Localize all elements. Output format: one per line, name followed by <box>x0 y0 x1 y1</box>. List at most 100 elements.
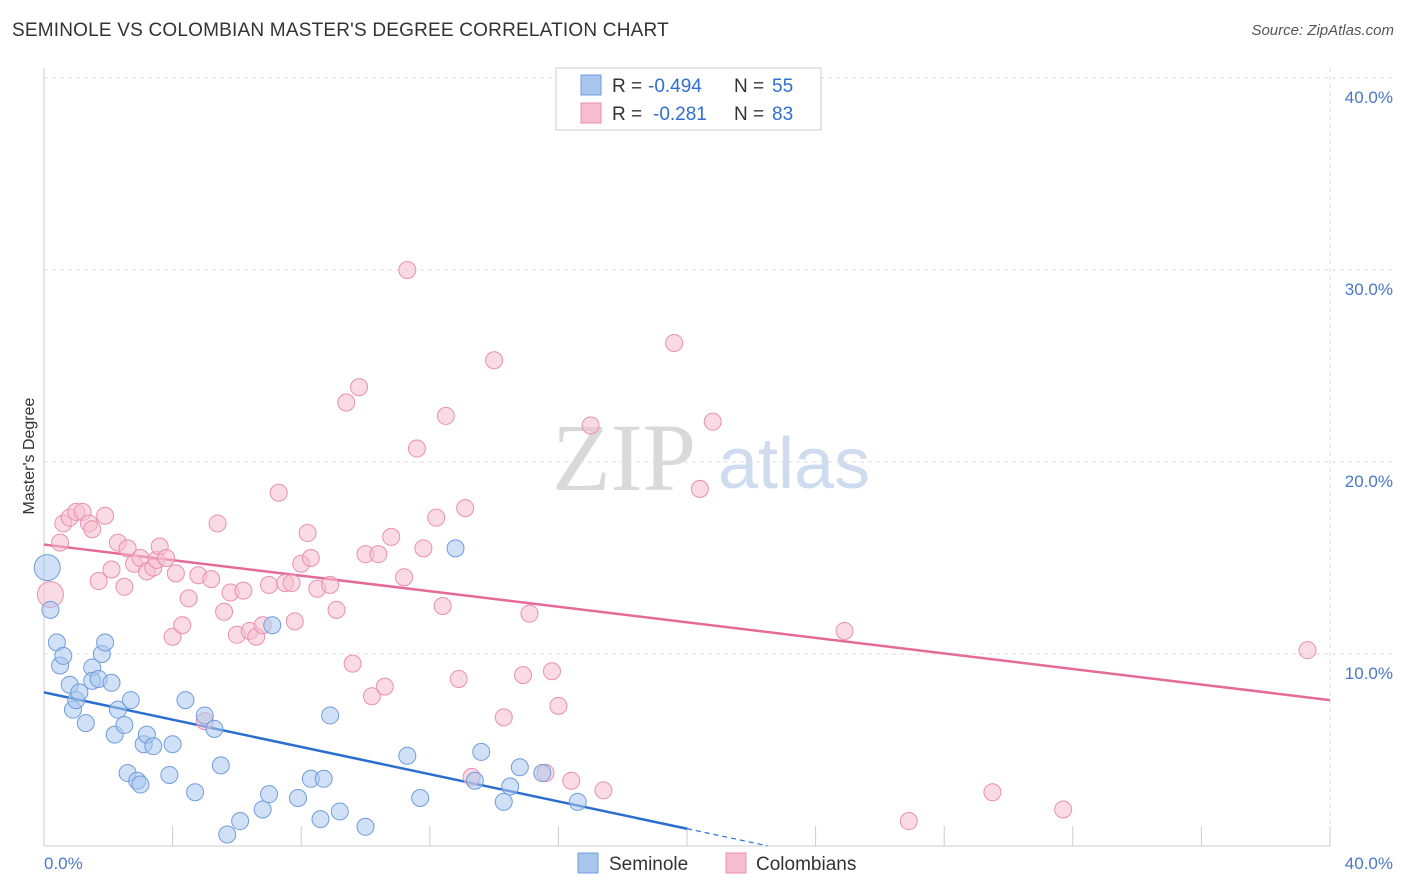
bottom-legend-seminole: Seminole <box>609 854 688 875</box>
seminole-point-31 <box>205 719 224 738</box>
seminole-point-52 <box>510 758 529 777</box>
colombians-point-29 <box>215 602 234 621</box>
seminole-point-9 <box>76 714 95 733</box>
seminole-point-20 <box>121 691 140 710</box>
trendline-colombians <box>43 543 1331 702</box>
seminole-point-28 <box>176 691 195 710</box>
colombians-point-63 <box>456 499 475 518</box>
seminole-point-54 <box>568 792 587 811</box>
legend-n-value-seminole: 55 <box>772 76 793 97</box>
seminole-point-51 <box>501 777 520 796</box>
seminole-point-50 <box>494 792 513 811</box>
legend-n-value-colombians: 83 <box>772 104 793 125</box>
legend-n-label-seminole: N = <box>734 76 764 97</box>
colombians-point-56 <box>398 261 417 279</box>
colombians-point-79 <box>899 812 918 831</box>
colombians-point-49 <box>350 378 369 397</box>
colombians-point-77 <box>703 412 722 431</box>
colombians-point-9 <box>96 506 115 525</box>
seminole-point-22 <box>131 775 150 794</box>
watermark-zip: ZIP <box>552 404 696 511</box>
colombians-point-48 <box>343 654 362 673</box>
colombians-point-12 <box>115 577 134 596</box>
colombians-point-39 <box>282 573 301 592</box>
seminole-point-48 <box>465 771 484 790</box>
seminole-point-29 <box>186 783 205 802</box>
source-label: Source: ZipAtlas.com <box>1251 22 1394 39</box>
colombians-point-28 <box>208 514 227 533</box>
seminole-point-25 <box>144 737 163 756</box>
bottom-legend-swatch-colombians <box>725 852 747 874</box>
seminole-point-35 <box>253 800 272 819</box>
seminole-point-14 <box>96 633 115 652</box>
colombians-point-74 <box>594 781 613 800</box>
colombians-point-65 <box>485 351 504 370</box>
x-tick-label-min: 0.0% <box>44 854 83 873</box>
colombians-point-23 <box>173 616 192 635</box>
colombians-point-58 <box>414 539 433 558</box>
seminole-point-53 <box>533 764 552 783</box>
colombians-point-40 <box>285 612 304 631</box>
series-colombians-points <box>36 261 1317 831</box>
seminole-point-34 <box>231 812 250 831</box>
colombians-point-27 <box>202 570 221 589</box>
colombians-point-42 <box>298 524 317 543</box>
seminole-point-40 <box>311 810 330 829</box>
colombians-point-59 <box>427 508 446 527</box>
seminole-point-41 <box>314 769 333 788</box>
colombians-point-60 <box>433 597 452 615</box>
legend-swatch-colombians <box>580 102 602 124</box>
colombians-point-22 <box>166 564 185 583</box>
colombians-point-51 <box>362 687 381 706</box>
bottom-legend-swatch-seminole <box>577 852 599 874</box>
colombians-point-72 <box>562 771 581 790</box>
seminole-point-49 <box>472 742 491 761</box>
legend-r-label-seminole: R = <box>612 76 642 97</box>
colombians-point-21 <box>163 627 182 646</box>
colombians-point-36 <box>260 575 279 594</box>
colombians-point-53 <box>375 677 394 696</box>
seminole-point-8 <box>70 683 89 702</box>
seminole-point-42 <box>321 706 340 725</box>
y-tick-label-40: 40.0% <box>1345 88 1393 107</box>
colombians-point-62 <box>449 669 468 688</box>
tick-labels: 10.0% 20.0% 30.0% 40.0% 0.0% 40.0% <box>44 88 1393 873</box>
seminole-point-45 <box>398 746 417 765</box>
seminole-point-47 <box>446 539 465 558</box>
colombians-point-43 <box>301 549 320 567</box>
legend-n-label-colombians: N = <box>734 104 764 125</box>
gridlines <box>44 68 1392 846</box>
seminole-point-43 <box>330 802 349 821</box>
colombians-point-73 <box>581 416 600 435</box>
watermark-atlas: atlas <box>718 424 870 504</box>
colombians-point-45 <box>321 575 340 594</box>
seminole-point-32 <box>211 756 230 775</box>
trendline-seminole-extension <box>686 828 768 847</box>
seminole-point-30 <box>195 706 214 725</box>
colombians-point-47 <box>337 393 356 412</box>
colombians-point-80 <box>983 783 1002 802</box>
colombians-point-61 <box>436 406 455 425</box>
colombians-point-8 <box>89 572 108 591</box>
colombians-point-37 <box>269 483 288 502</box>
legend-r-value-seminole: -0.494 <box>648 76 702 97</box>
seminole-point-17 <box>108 700 127 719</box>
colombians-point-68 <box>520 604 539 623</box>
colombians-point-82 <box>1298 641 1317 660</box>
colombians-point-67 <box>514 666 533 685</box>
seminole-point-46 <box>411 789 430 807</box>
seminole-point-38 <box>288 789 307 807</box>
colombians-point-32 <box>234 581 253 600</box>
seminole-point-44 <box>356 817 375 836</box>
colombians-point-1 <box>51 533 70 552</box>
chart-title: SEMINOLE VS COLOMBIAN MASTER'S DEGREE CO… <box>12 20 669 41</box>
colombians-point-76 <box>690 479 709 498</box>
colombians-point-10 <box>102 560 121 579</box>
series-seminole-points <box>33 539 587 844</box>
y-tick-label-30: 30.0% <box>1345 280 1393 299</box>
y-tick-label-10: 10.0% <box>1345 664 1393 683</box>
legend-r-label-colombians: R = <box>612 104 642 125</box>
axes <box>43 68 1331 847</box>
colombians-point-52 <box>369 545 388 564</box>
colombians-point-20 <box>157 549 176 567</box>
